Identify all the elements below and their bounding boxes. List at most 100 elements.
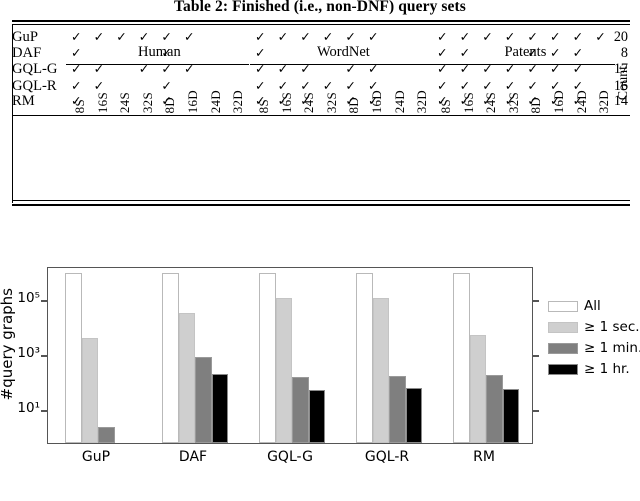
check-gql-g-human-16s: ✓ xyxy=(93,62,104,76)
column-header-label: 32D xyxy=(230,89,246,113)
y-axis-tick-right xyxy=(532,355,539,357)
table-top-rule-2 xyxy=(12,23,630,25)
legend-label-min: ≥ 1 min. xyxy=(584,340,640,356)
legend-swatch-sec xyxy=(548,322,578,333)
column-header-wordnet-32d: 32D xyxy=(414,70,430,113)
table-row-label-daf: DAF xyxy=(12,45,42,61)
check-daf-patents-16s: ✓ xyxy=(459,46,470,60)
check-gup-wordnet-8s: ✓ xyxy=(255,30,266,44)
check-gql-g-wordnet-8d: ✓ xyxy=(345,62,356,76)
legend-swatch-min xyxy=(548,343,578,354)
check-gup-patents-24d: ✓ xyxy=(572,30,583,44)
check-daf-patents-24d: ✓ xyxy=(572,46,583,60)
table-group-rule xyxy=(432,64,615,66)
check-gup-wordnet-16s: ✓ xyxy=(277,30,288,44)
check-gql-g-patents-16d: ✓ xyxy=(550,62,561,76)
check-gql-r-patents-24d: ✓ xyxy=(572,78,583,93)
check-gql-r-patents-32s: ✓ xyxy=(504,78,516,93)
legend-swatch-all xyxy=(548,301,578,312)
check-gup-wordnet-8d: ✓ xyxy=(345,30,356,44)
check-gql-g-patents-32s: ✓ xyxy=(504,62,516,76)
bar-gup-series-1 xyxy=(81,337,98,443)
bar-gup-series-0 xyxy=(65,272,82,443)
table-top-rule xyxy=(12,20,630,23)
check-gup-patents-32s: ✓ xyxy=(504,30,516,44)
table-group-rule xyxy=(66,64,249,66)
check-gql-g-patents-24d: ✓ xyxy=(572,62,583,76)
table-row-label-gql-r: GQL-R xyxy=(12,77,57,94)
column-header-human-32s: 32S xyxy=(139,70,155,113)
check-rm-patents-8d: ✓ xyxy=(527,94,538,108)
table-group-header-human: Human xyxy=(138,44,181,60)
bar-gql-r-series-0 xyxy=(356,272,373,443)
column-header-label: 16D xyxy=(185,89,200,113)
check-gup-wordnet-32s: ✓ xyxy=(322,30,334,44)
check-gql-r-patents-24s: ✓ xyxy=(482,78,493,93)
column-header-label: 32D xyxy=(414,89,430,113)
bar-gql-r-series-3 xyxy=(405,387,422,443)
plot-area xyxy=(41,267,539,444)
check-gql-g-patents-8d: ✓ xyxy=(527,62,538,76)
column-header-label: 24D xyxy=(391,89,407,113)
bar-gql-g-series-2 xyxy=(292,376,309,443)
check-rm-wordnet-8d: ✓ xyxy=(345,94,356,108)
check-rm-patents-8s: ✓ xyxy=(437,94,448,108)
bar-daf-series-1 xyxy=(178,313,195,443)
table-group-header-patents: Patents xyxy=(504,44,547,60)
column-header-human-24d: 24D xyxy=(207,70,223,113)
table-count-gql-r: 16 xyxy=(613,77,628,94)
column-header-label: 24D xyxy=(207,89,223,113)
y-axis-tick xyxy=(41,300,48,302)
bar-rm-series-3 xyxy=(502,388,519,443)
check-gql-r-patents-8s: ✓ xyxy=(437,78,448,93)
check-gql-r-wordnet-24s: ✓ xyxy=(300,78,311,93)
check-rm-wordnet-16s: ✓ xyxy=(277,94,288,108)
check-gql-g-patents-24s: ✓ xyxy=(482,62,493,76)
legend-label-all: All xyxy=(584,298,601,314)
legend-label-hr: ≥ 1 hr. xyxy=(584,361,630,377)
check-gql-r-wordnet-8s: ✓ xyxy=(255,78,266,93)
y-axis-tick-right xyxy=(532,410,539,412)
bar-chart: #query graphs GuP DAF GQL-G GQL-R RM All ≥ 1 … xyxy=(0,255,640,501)
check-daf-patents-8d: ✓ xyxy=(527,46,538,60)
check-gql-g-wordnet-16d: ✓ xyxy=(368,62,379,76)
table-group-header-wordnet: WordNet xyxy=(317,44,370,60)
table-bottom-rule xyxy=(12,200,630,202)
x-axis-label-gql-r: GQL-R xyxy=(364,449,410,465)
column-header-human-24s: 24S xyxy=(117,70,133,113)
check-rm-wordnet-24s: ✓ xyxy=(300,94,311,108)
check-gql-r-human-16s: ✓ xyxy=(93,78,104,93)
bar-rm-series-0 xyxy=(453,272,470,443)
table-count-gql-g: 17 xyxy=(613,61,628,77)
x-axis-label-rm: RM xyxy=(473,449,495,465)
check-rm-human-8d: ✓ xyxy=(161,94,172,108)
x-axis-label-gql-g: GQL-G xyxy=(267,449,313,465)
check-gup-patents-32d: ✓ xyxy=(595,30,606,44)
check-gup-human-16s: ✓ xyxy=(93,30,104,44)
check-gup-patents-16d: ✓ xyxy=(550,30,561,44)
bar-rm-series-1 xyxy=(469,335,486,443)
column-header-label: 24S xyxy=(117,91,133,113)
y-axis-tick xyxy=(41,355,48,357)
check-rm-wordnet-8s: ✓ xyxy=(255,94,266,108)
table-group-rule xyxy=(250,64,433,66)
column-header-human-32d: 32D xyxy=(230,70,246,113)
check-gql-r-patents-16d: ✓ xyxy=(550,78,561,93)
y-axis-tick-label: 10⁵ xyxy=(17,290,40,306)
check-gql-r-wordnet-16d: ✓ xyxy=(368,78,379,93)
bar-daf-series-2 xyxy=(195,356,212,443)
check-daf-patents-16d: ✓ xyxy=(550,46,561,60)
check-gql-r-wordnet-32s: ✓ xyxy=(322,78,334,93)
check-gup-human-24s: ✓ xyxy=(116,30,127,44)
check-rm-patents-24s: ✓ xyxy=(482,94,493,108)
column-header-label: 32S xyxy=(139,91,155,113)
x-axis-label-gup: GuP xyxy=(81,449,111,465)
check-daf-patents-8s: ✓ xyxy=(437,46,448,60)
check-gql-g-wordnet-24s: ✓ xyxy=(300,62,311,76)
y-axis-tick-right xyxy=(532,300,539,302)
bar-rm-series-2 xyxy=(486,375,503,443)
check-daf-human-8d: ✓ xyxy=(161,46,172,60)
check-gql-g-human-8d: ✓ xyxy=(161,62,172,76)
table-header-rule xyxy=(12,115,630,117)
column-header-label: 32S xyxy=(323,91,339,113)
